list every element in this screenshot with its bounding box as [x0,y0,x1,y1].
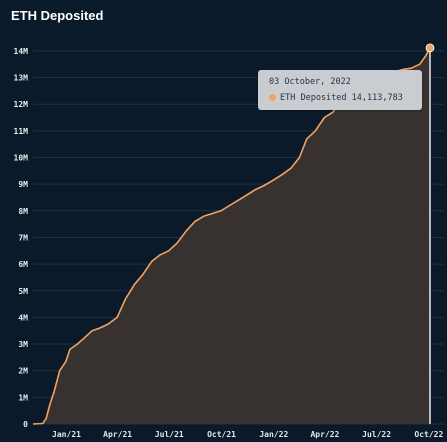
y-tick-label: 7M [18,233,28,242]
y-tick-label: 0 [23,420,28,429]
y-tick-label: 11M [14,127,29,136]
y-tick-label: 4M [18,313,28,322]
tooltip-date: 03 October, 2022 [269,77,351,87]
tooltip-value: 14,113,783 [351,93,403,103]
hover-cursor [425,43,435,424]
y-tick-label: 5M [18,287,28,296]
y-tick-label: 6M [18,260,28,269]
y-tick-label: 3M [18,340,28,349]
y-tick-label: 1M [18,393,28,402]
chart-title: ETH Deposited [11,8,104,23]
tooltip-label: ETH Deposited [280,93,347,103]
tooltip-row: ETH Deposited 14,113,783 [269,93,403,103]
y-tick-label: 13M [14,74,29,83]
x-tick-label: Jul/21 [155,430,184,439]
y-tick-label: 14M [14,47,29,56]
x-tick-label: Jan/21 [52,430,81,439]
x-tick-label: Apr/22 [310,430,339,439]
x-tick-label: Apr/21 [103,430,132,439]
area-fill [33,47,430,425]
y-tick-label: 10M [14,154,29,163]
y-tick-label: 9M [18,180,28,189]
y-tick-label: 12M [14,100,29,109]
x-tick-label: Jul/22 [362,430,391,439]
x-axis: Jan/21 Apr/21 Jul/21 Oct/21 Jan/22 Apr/22 Jul/… [52,430,443,439]
series-dot-icon [269,94,276,101]
y-tick-label: 8M [18,207,28,216]
hover-tooltip: 03 October, 2022 ETH Deposited 14,113,78… [258,70,422,110]
x-tick-label: Oct/21 [207,430,236,439]
x-tick-label: Oct/22 [414,430,443,439]
hover-point[interactable] [425,43,435,53]
x-tick-label: Jan/22 [259,430,288,439]
y-axis: 0 1M 2M 3M 4M 5M 6M 7M 8M 9M 10M 11M 12M 13M 14M [14,47,29,429]
y-tick-label: 2M [18,367,28,376]
